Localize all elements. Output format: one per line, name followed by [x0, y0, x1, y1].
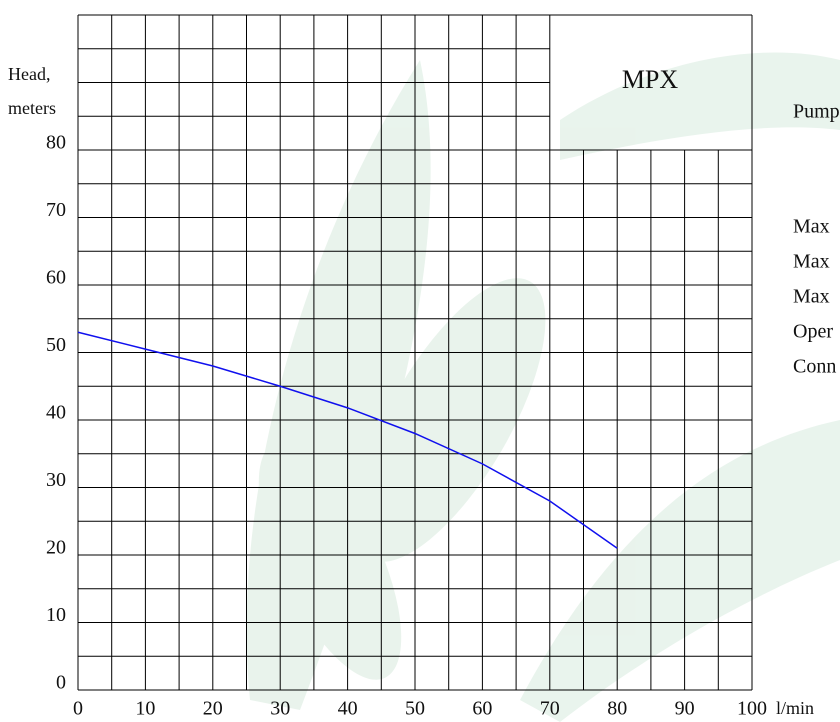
y-tick-label: 50 [46, 334, 66, 356]
chart-title: MPX [622, 65, 679, 94]
y-tick-label: 20 [46, 537, 66, 559]
x-axis-label: l/min [776, 698, 814, 718]
data-line [77, 331, 618, 549]
y-tick-label: 30 [46, 469, 66, 491]
spec-text: Pump [793, 101, 840, 123]
watermark [246, 52, 840, 722]
x-tick-label: 0 [73, 698, 83, 720]
y-tick-label: 40 [46, 402, 66, 424]
y-axis-label: Head, [8, 64, 50, 84]
y-tick-label: 10 [46, 604, 66, 626]
y-axis-label: meters [8, 98, 56, 118]
y-tick-label: 60 [46, 267, 66, 289]
x-tick-label: 30 [270, 698, 290, 720]
x-tick-label: 100 [737, 698, 767, 720]
x-tick-label: 60 [472, 698, 492, 720]
x-tick-label: 70 [540, 698, 560, 720]
spec-text: Oper [793, 321, 833, 343]
x-tick-label: 40 [338, 698, 358, 720]
x-tick-label: 20 [203, 698, 223, 720]
y-tick-label: 80 [46, 132, 66, 154]
spec-text: Max [793, 286, 830, 308]
spec-text: Max [793, 251, 830, 273]
spec-text: Conn [793, 356, 836, 378]
y-tick-label: 70 [46, 199, 66, 221]
x-tick-label: 80 [607, 698, 627, 720]
x-tick-label: 90 [675, 698, 695, 720]
spec-text: Max [793, 216, 830, 238]
x-tick-label: 50 [405, 698, 425, 720]
y-tick-label: 0 [56, 672, 66, 694]
x-tick-label: 10 [135, 698, 155, 720]
